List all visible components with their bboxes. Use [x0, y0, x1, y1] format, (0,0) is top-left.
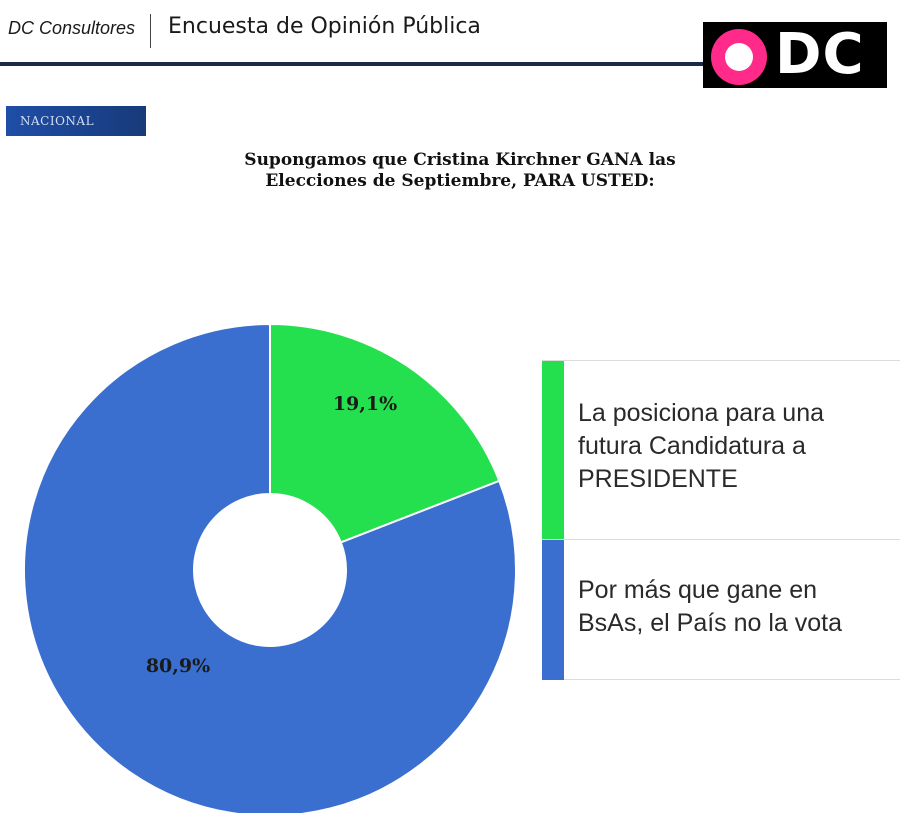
slice-1 [23, 322, 517, 813]
legend-line: BsAs, el País no la vota [578, 609, 843, 637]
slice-0 [269, 322, 501, 544]
legend-divider [542, 539, 900, 540]
region-badge: NACIONAL [6, 106, 146, 136]
legend-swatch-green [542, 361, 564, 539]
legend-line: futura Candidatura a [578, 432, 806, 460]
slice-label-1: 80,9% [146, 655, 210, 677]
legend-item-candidatura: La posiciona para una futura Candidatura… [542, 361, 900, 539]
legend-line: PRESIDENTE [578, 465, 738, 493]
chart-title: Supongamos que Cristina Kirchner GANA la… [200, 150, 720, 192]
legend-line: Por más que gane en [578, 576, 818, 604]
logo-text: DC [775, 22, 865, 87]
donut-chart: 19,1% 80,9% [23, 322, 517, 813]
header-separator [150, 14, 151, 48]
chart-legend: La posiciona para una futura Candidatura… [542, 360, 900, 680]
legend-swatch-blue [542, 540, 564, 680]
chart-title-line-2: Elecciones de Septiembre, PARA USTED: [265, 171, 655, 191]
logo-circle-icon [711, 29, 767, 85]
legend-label-candidatura: La posiciona para una futura Candidatura… [578, 397, 892, 496]
odc-logo: DC [703, 22, 887, 88]
legend-line: La posiciona para una [578, 399, 825, 427]
legend-item-no-la-vota: Por más que gane en BsAs, el País no la … [542, 540, 900, 680]
slice-label-0: 19,1% [333, 393, 397, 415]
legend-label-no-la-vota: Por más que gane en BsAs, el País no la … [578, 574, 892, 640]
survey-title: Encuesta de Opinión Pública [168, 14, 481, 39]
chart-title-line-1: Supongamos que Cristina Kirchner GANA la… [244, 150, 676, 170]
brand-name: DC Consultores [8, 18, 136, 38]
header-rule [0, 62, 710, 66]
